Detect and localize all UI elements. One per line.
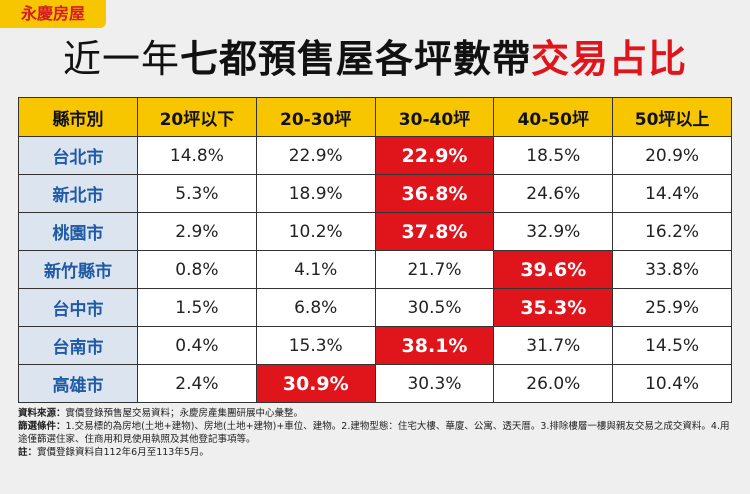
value-cell: 4.1% [255,250,376,289]
value-cell: 20.9% [612,136,732,175]
title-light: 近一年 [62,37,180,81]
highlight-cell: 30.9% [255,364,376,403]
city-cell: 桃園市 [18,212,138,251]
note-label: 註： [18,447,38,458]
note-text: 實價登錄預售屋交易資料；永慶房產集團研展中心彙整。 [65,408,304,419]
value-cell: 31.7% [493,326,614,365]
header-cell: 20坪以下 [137,97,257,137]
value-cell: 1.5% [137,288,257,327]
value-cell: 18.9% [255,174,376,213]
city-cell: 台北市 [18,136,138,175]
note-label: 資料來源： [18,408,66,419]
table-row: 台南市 0.4% 15.3% 38.1% 31.7% 14.5% [18,326,732,365]
note: 篩選條件：1.交易標的為房地(土地+建物)、房地(土地+建物)+車位、建物。2.… [18,420,732,446]
value-cell: 18.5% [493,136,614,175]
table: 縣市別 20坪以下 20-30坪 30-40坪 40-50坪 50坪以上 台北市 14.8% 2… [18,97,732,403]
header-row: 縣市別 20坪以下 20-30坪 30-40坪 40-50坪 50坪以上 [18,97,732,137]
highlight-cell: 35.3% [493,288,614,327]
city-cell: 台中市 [18,288,138,327]
highlight-cell: 39.6% [493,250,614,289]
table-row: 高雄市 2.4% 30.9% 30.3% 26.0% 10.4% [18,364,732,403]
value-cell: 26.0% [493,364,614,403]
value-cell: 2.4% [137,364,257,403]
note-label: 篩選條件： [18,421,66,432]
value-cell: 30.3% [374,364,495,403]
value-cell: 25.9% [612,288,732,327]
value-cell: 32.9% [493,212,614,251]
value-cell: 21.7% [374,250,495,289]
table-row: 桃園市 2.9% 10.2% 37.8% 32.9% 16.2% [18,212,732,251]
value-cell: 2.9% [137,212,257,251]
note-text: 實價登錄資料自112年6月至113年5月。 [37,447,209,458]
value-cell: 6.8% [255,288,376,327]
city-cell: 高雄市 [18,364,138,403]
value-cell: 14.8% [137,136,257,175]
value-cell: 15.3% [255,326,376,365]
value-cell: 22.9% [255,136,376,175]
highlight-cell: 22.9% [374,136,495,175]
value-cell: 24.6% [493,174,614,213]
highlight-cell: 37.8% [374,212,495,251]
logo: 永慶房屋 [0,0,106,28]
table-row: 新竹縣市 0.8% 4.1% 21.7% 39.6% 33.8% [18,250,732,289]
note-text: 1.交易標的為房地(土地+建物)、房地(土地+建物)+車位、建物。2.建物型態：… [18,421,730,445]
value-cell: 33.8% [612,250,732,289]
city-cell: 新北市 [18,174,138,213]
highlight-cell: 36.8% [374,174,495,213]
value-cell: 0.8% [137,250,257,289]
city-cell: 新竹縣市 [18,250,138,289]
header-cell: 縣市別 [18,97,138,137]
value-cell: 30.5% [374,288,495,327]
header-cell: 50坪以上 [612,97,732,137]
highlight-cell: 38.1% [374,326,495,365]
value-cell: 10.2% [255,212,376,251]
note: 資料來源：實價登錄預售屋交易資料；永慶房產集團研展中心彙整。 [18,407,732,420]
table-row: 新北市 5.3% 18.9% 36.8% 24.6% 14.4% [18,174,732,213]
notes: 資料來源：實價登錄預售屋交易資料；永慶房產集團研展中心彙整。 篩選條件：1.交易標… [18,407,732,459]
title-bold: 七都預售屋各坪數帶 [179,37,531,81]
city-cell: 台南市 [18,326,138,365]
value-cell: 14.4% [612,174,732,213]
title: 近一年七都預售屋各坪數帶交易占比 [0,34,750,84]
table-row: 台中市 1.5% 6.8% 30.5% 35.3% 25.9% [18,288,732,327]
table-body: 台北市 14.8% 22.9% 22.9% 18.5% 20.9% 新北市 5.3% 18.9%… [18,136,732,403]
value-cell: 10.4% [612,364,732,403]
table-row: 台北市 14.8% 22.9% 22.9% 18.5% 20.9% [18,136,732,175]
note: 註：實價登錄資料自112年6月至113年5月。 [18,446,732,459]
value-cell: 16.2% [612,212,732,251]
title-accent: 交易占比 [531,37,688,81]
header-cell: 20-30坪 [255,97,376,137]
header-cell: 30-40坪 [374,97,495,137]
header-cell: 40-50坪 [493,97,614,137]
value-cell: 14.5% [612,326,732,365]
value-cell: 0.4% [137,326,257,365]
value-cell: 5.3% [137,174,257,213]
